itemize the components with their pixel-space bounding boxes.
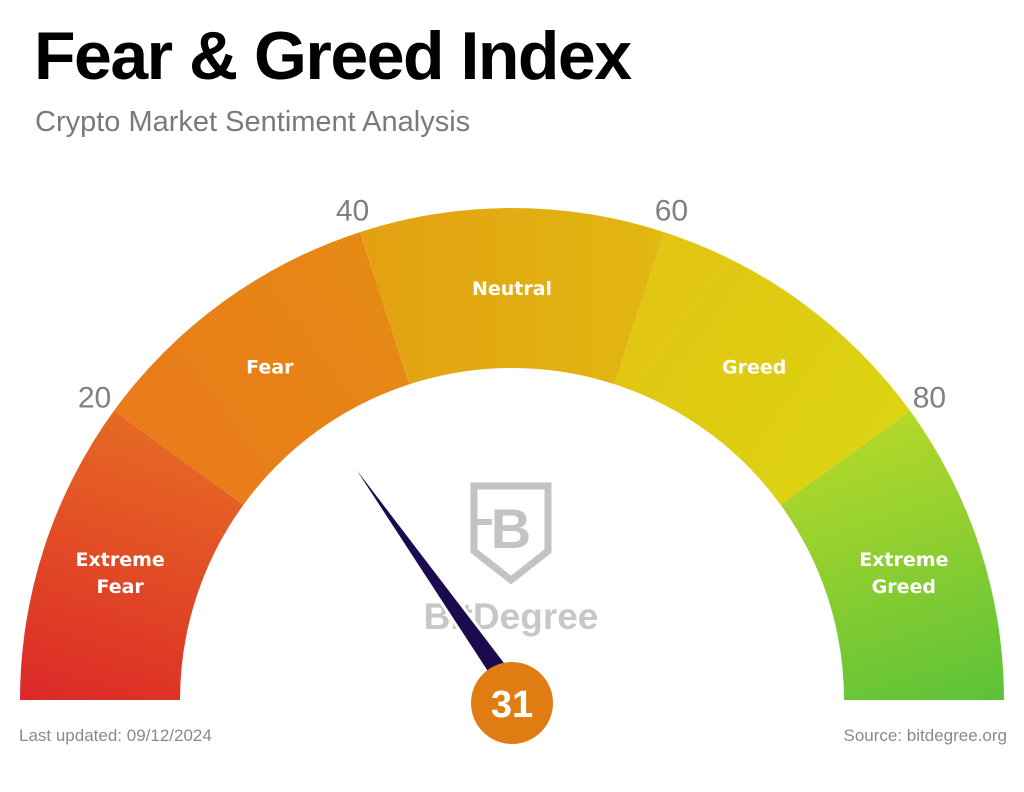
source-text: Source: bitdegree.org bbox=[843, 726, 1008, 745]
zone-label-neutral: Neutral bbox=[472, 278, 552, 300]
zone-label-extreme-fear: Extreme Fear bbox=[76, 549, 165, 598]
bitdegree-shield-logo-icon: B bbox=[470, 482, 552, 585]
tick-label-20: 20 bbox=[78, 382, 111, 415]
gauge-zone-fear bbox=[113, 232, 410, 505]
gauge-zones: Extreme Fear Fear Neutral Greed Extreme Greed bbox=[20, 208, 1004, 700]
gauge-tick-labels: 20 40 60 80 bbox=[78, 194, 946, 414]
chart-subtitle: Crypto Market Sentiment Analysis bbox=[35, 106, 471, 138]
gauge-zone-neutral bbox=[359, 208, 665, 385]
gauge-zone-extreme-greed bbox=[780, 410, 1004, 700]
last-updated-text: Last updated: 09/12/2024 bbox=[19, 726, 212, 745]
gauge-zone-greed bbox=[614, 232, 911, 505]
tick-label-60: 60 bbox=[655, 194, 688, 227]
gauge-needle-group: 31 bbox=[331, 435, 553, 744]
value-badge bbox=[471, 662, 553, 744]
chart-title: Fear & Greed Index bbox=[34, 18, 632, 94]
zone-label-fear: Fear bbox=[246, 357, 294, 379]
zone-label-greed: Greed bbox=[722, 357, 786, 379]
svg-text:B: B bbox=[491, 497, 531, 560]
gauge-zone-extreme-fear bbox=[20, 410, 244, 700]
gauge-value-text: 31 bbox=[491, 684, 533, 726]
tick-label-80: 80 bbox=[913, 382, 946, 415]
zone-label-extreme-greed: Extreme Greed bbox=[859, 549, 948, 598]
tick-label-40: 40 bbox=[336, 194, 369, 227]
